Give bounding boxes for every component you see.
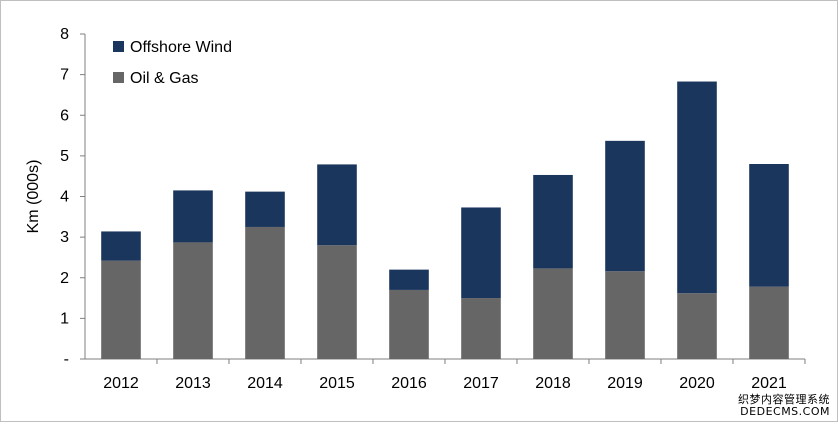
x-tick-label-2014: 2014 — [247, 375, 283, 392]
bar-offshore-wind-2012 — [101, 231, 141, 260]
bar-oil-gas-2017 — [461, 298, 501, 359]
bar-offshore-wind-2015 — [317, 164, 357, 245]
y-axis-title: Km (000s) — [25, 160, 42, 234]
bar-oil-gas-2016 — [389, 290, 429, 359]
bar-offshore-wind-2021 — [749, 164, 789, 287]
watermark: 织梦内容管理系统 DEDECMS.COM — [738, 394, 830, 418]
watermark-line-2: DEDECMS.COM — [738, 406, 830, 418]
x-tick-label-2020: 2020 — [679, 375, 715, 392]
legend-label-1: Oil & Gas — [130, 70, 198, 87]
y-tick-label-6: 6 — [60, 107, 69, 124]
bar-offshore-wind-2014 — [245, 192, 285, 227]
y-tick-label-7: 7 — [60, 67, 69, 84]
bar-offshore-wind-2020 — [677, 82, 717, 294]
x-tick-label-2015: 2015 — [319, 375, 355, 392]
x-tick-label-2016: 2016 — [391, 375, 427, 392]
bar-offshore-wind-2016 — [389, 270, 429, 290]
bar-oil-gas-2018 — [533, 268, 573, 359]
x-tick-label-2012: 2012 — [103, 375, 139, 392]
bar-offshore-wind-2013 — [173, 190, 213, 242]
legend-swatch-0 — [113, 41, 124, 52]
bar-offshore-wind-2017 — [461, 207, 501, 298]
x-tick-label-2019: 2019 — [607, 375, 643, 392]
x-tick-label-2013: 2013 — [175, 375, 211, 392]
bar-offshore-wind-2019 — [605, 141, 645, 271]
x-tick-label-2018: 2018 — [535, 375, 571, 392]
bar-offshore-wind-2018 — [533, 175, 573, 268]
y-tick-label-5: 5 — [60, 148, 69, 165]
y-tick-label-0: - — [64, 351, 69, 368]
legend-swatch-1 — [113, 72, 124, 83]
y-tick-label-1: 1 — [60, 310, 69, 327]
legend-label-0: Offshore Wind — [130, 39, 232, 56]
bar-oil-gas-2012 — [101, 261, 141, 359]
bar-oil-gas-2013 — [173, 242, 213, 359]
y-tick-label-8: 8 — [60, 26, 69, 43]
bar-oil-gas-2021 — [749, 287, 789, 359]
bar-oil-gas-2019 — [605, 271, 645, 359]
y-tick-label-4: 4 — [60, 189, 69, 206]
bar-oil-gas-2015 — [317, 245, 357, 359]
bar-oil-gas-2020 — [677, 293, 717, 359]
y-tick-label-2: 2 — [60, 270, 69, 287]
x-tick-label-2017: 2017 — [463, 375, 499, 392]
x-tick-label-2021: 2021 — [751, 375, 787, 392]
bar-oil-gas-2014 — [245, 227, 285, 359]
y-tick-label-3: 3 — [60, 229, 69, 246]
